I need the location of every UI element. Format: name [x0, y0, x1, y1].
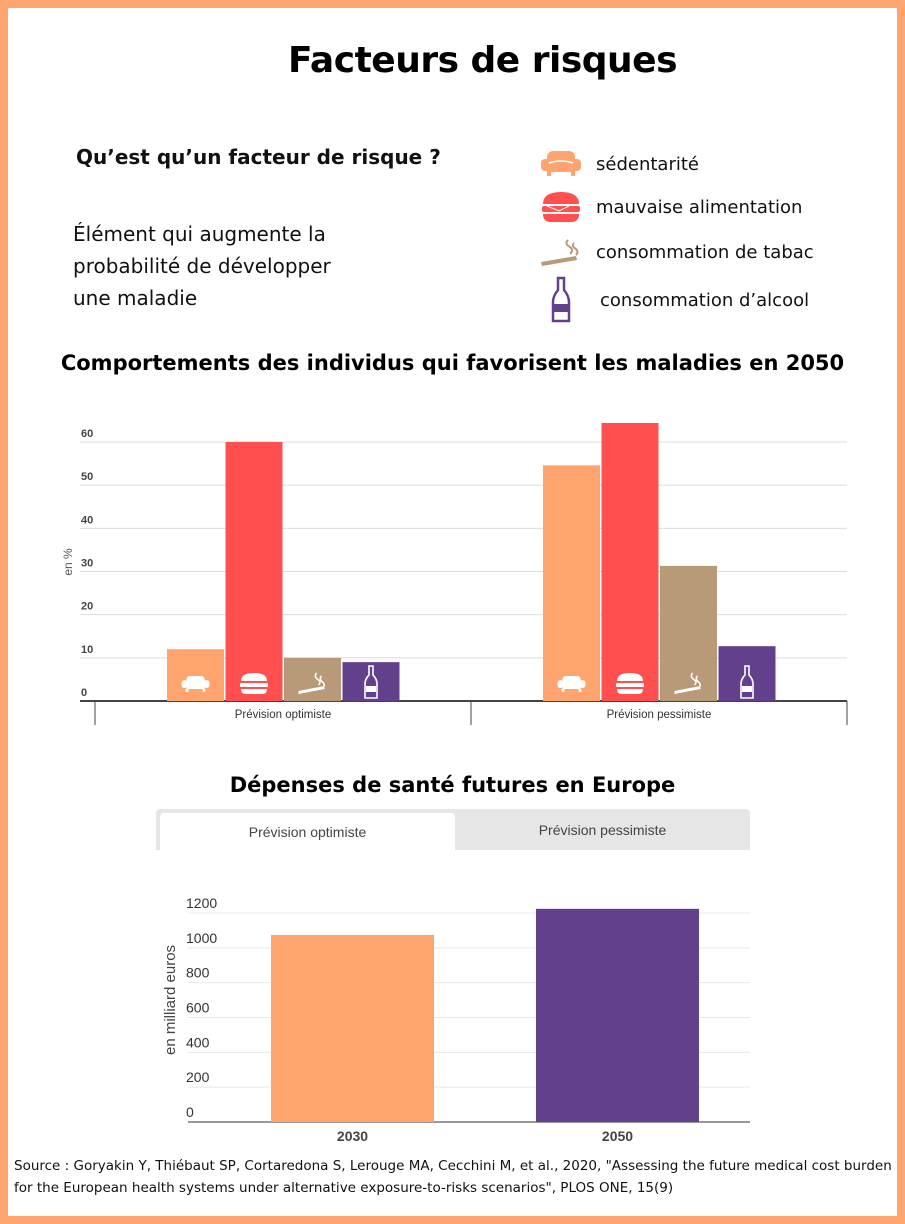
bottle-icon [740, 665, 754, 699]
x-category-label: 2030 [337, 1128, 368, 1144]
bar-burger [601, 423, 659, 701]
y-tick-label: 40 [81, 514, 93, 526]
sofa-icon [181, 676, 210, 692]
y-tick-label: 800 [186, 965, 210, 981]
y-tick-label: 50 [81, 471, 93, 483]
bar-bottle [342, 662, 400, 701]
spending-bar-chart: 0 200 400 600 800 1000 1200 2030 2050 en milliar… [162, 895, 750, 1144]
bar-bottle [718, 646, 776, 701]
y-tick-label: 0 [81, 687, 87, 699]
bar-burger [225, 442, 283, 701]
definition-line: une maladie [73, 286, 198, 310]
tab-prevision-optimiste[interactable]: Prévision optimiste [160, 813, 455, 850]
cigarette-icon [538, 232, 584, 272]
definition-text: Élément qui augmente la probabilité de d… [73, 218, 403, 314]
y-axis-label: en milliard euros [162, 945, 179, 1055]
bottle-icon [364, 665, 378, 699]
bar-cigarette [284, 657, 341, 701]
legend-item-sedentarite: sédentarité [538, 144, 699, 184]
chart1-title: Comportements des individus qui favorise… [60, 351, 845, 375]
bottle-icon [538, 276, 584, 324]
y-tick-label: 400 [186, 1034, 210, 1050]
legend-label: consommation d’alcool [600, 289, 810, 311]
bar-2030 [271, 934, 434, 1122]
y-tick-label: 10 [81, 644, 93, 656]
legend-item-alimentation: mauvaise alimentation [538, 187, 802, 227]
x-category-label: Prévision pessimiste [607, 709, 712, 721]
forecast-tabs: Prévision optimiste Prévision pessimiste [156, 809, 750, 850]
behaviour-bar-chart: 0 10 20 30 40 50 60 Prévision optimiste Prévisio… [61, 423, 848, 725]
bar-2050 [536, 908, 699, 1122]
y-tick-label: 200 [186, 1069, 210, 1085]
y-tick-label: 0 [186, 1104, 194, 1120]
y-tick-label: 600 [186, 1000, 210, 1016]
page-title: Facteurs de risques [287, 40, 678, 81]
burger-icon [538, 187, 584, 227]
legend-label: sédentarité [596, 153, 699, 175]
cigarette-icon [298, 672, 326, 694]
burger-icon [616, 673, 644, 694]
legend-label: mauvaise alimentation [596, 196, 803, 218]
definition-question: Qu’est qu’un facteur de risque ? [76, 145, 441, 169]
cigarette-icon [674, 672, 702, 694]
bar-sofa [167, 649, 224, 701]
chart2-title: Dépenses de santé futures en Europe [229, 773, 676, 797]
y-axis-label: en % [61, 548, 75, 576]
legend-item-alcool: consommation d’alcool [538, 276, 809, 324]
definition-line: probabilité de développer [73, 254, 331, 278]
x-category-label: 2050 [602, 1128, 633, 1144]
y-tick-label: 60 [81, 428, 93, 440]
definition-line: Élément qui augmente la [73, 222, 326, 246]
x-category-label: Prévision optimiste [235, 709, 332, 721]
legend-item-tabac: consommation de tabac [538, 232, 814, 272]
y-tick-label: 20 [81, 601, 93, 613]
legend-label: consommation de tabac [596, 241, 814, 263]
y-tick-label: 1200 [186, 895, 217, 911]
sofa-icon [557, 676, 586, 692]
infographic-card: Facteurs de risques Qu’est qu’un facteur… [8, 8, 897, 1216]
bar-sofa [543, 465, 600, 701]
tab-prevision-pessimiste[interactable]: Prévision pessimiste [538, 821, 667, 838]
sofa-icon [538, 144, 584, 184]
burger-icon [240, 673, 268, 694]
bar-cigarette [660, 565, 717, 701]
y-tick-label: 30 [81, 558, 93, 570]
y-tick-label: 1000 [186, 930, 217, 946]
source-citation: Source : Goryakin Y, Thiébaut SP, Cortar… [14, 1158, 892, 1196]
